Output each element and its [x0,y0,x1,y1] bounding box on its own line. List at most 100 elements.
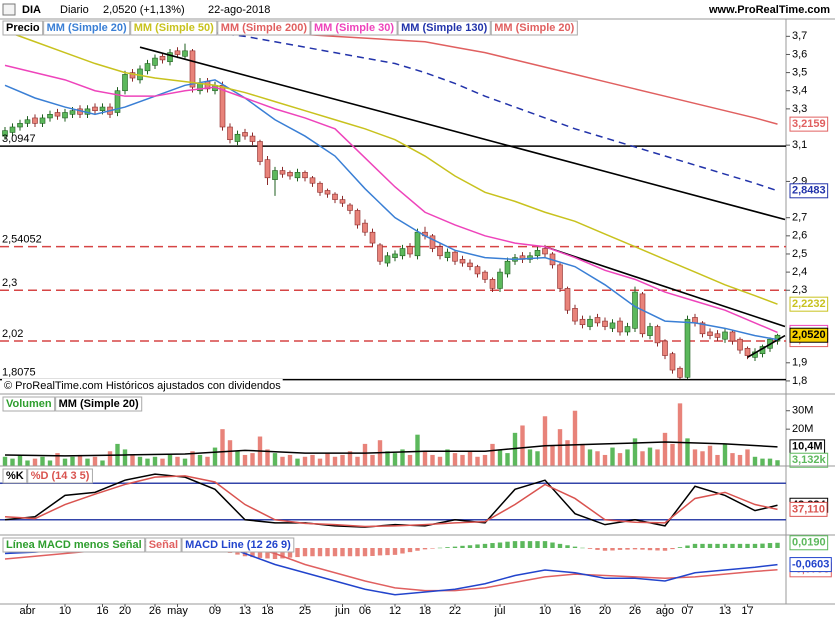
bar [625,548,630,550]
bar [205,456,210,466]
candle-body [24,119,31,124]
legend-label: MM (Simple 200) [221,22,308,34]
y-tick-label: 2,4 [792,266,807,278]
bar [730,453,735,466]
x-tick-label: 16 [96,605,108,617]
candle-body [459,259,466,264]
legend-label: MM (Simple 30) [314,22,394,34]
bar [587,449,593,466]
bar [295,548,300,558]
legend-label: %D (14 3 5) [31,470,90,482]
bar [512,432,518,466]
candle-body [324,190,331,195]
bar [175,456,180,466]
bar [70,456,75,466]
bar [250,548,255,558]
bar [325,548,330,557]
bar [557,543,563,548]
x-tick-label: ago [656,605,674,617]
bar [430,548,435,549]
legend-box [181,537,295,553]
legend-label: Volumen [6,398,52,410]
legend-box [2,537,146,553]
bar [167,454,173,466]
bar [595,548,600,550]
legend-box [55,396,143,412]
bar [280,456,285,466]
bar [745,543,750,548]
bar [460,545,465,548]
x-tick-label: jun [334,605,350,617]
x-tick-label: 17 [741,605,753,617]
candle-body [542,248,548,255]
bar [332,456,338,466]
legend-box [27,468,93,484]
bar [25,460,30,466]
bar [400,449,405,466]
candle-body [587,318,593,327]
bar [317,458,323,466]
bar [272,453,278,466]
level-label: 3,0947 [2,133,36,145]
legend-box [217,20,311,36]
legend-label: MACD Line (12 26 9) [185,539,291,551]
legend-label: Precio [6,22,40,34]
menu-icon[interactable] [2,3,16,16]
legend-label: MM (Simple 20) [59,398,139,410]
y-tick-label: 3,1 [792,139,807,151]
panel-plot [2,403,780,466]
bar [107,451,113,466]
candle-body [669,353,676,371]
x-tick-label: 18 [261,605,273,617]
bar [580,547,585,549]
bar [452,453,458,466]
bar [407,454,413,466]
bar [460,454,465,466]
candle-body [249,135,256,142]
candle-body [632,291,638,329]
bar [77,454,83,466]
bar [527,541,533,548]
bar [122,449,128,466]
series-line [214,31,778,192]
bar [430,454,435,466]
bar [145,458,150,466]
candle-body [744,347,751,356]
bar [287,548,293,558]
bar [182,458,188,466]
candle-body [429,235,436,249]
candle-body [234,133,241,142]
bar [10,458,15,466]
series-line [4,473,778,528]
bar [490,543,495,548]
bar [17,454,23,466]
candle-body [354,210,361,226]
bar [32,458,38,466]
bar [340,548,345,557]
level-label: 1,8075 [2,366,36,378]
bar [760,543,765,548]
bar [647,447,653,466]
x-tick-label: abr [20,605,36,617]
bar [475,544,480,548]
bar [572,546,578,548]
bar [610,548,615,551]
bar [392,453,398,466]
bar [347,451,353,466]
y-tick-label: 2,7 [792,212,807,224]
y-tick-label: 3,5 [792,67,807,79]
candle-body [272,170,278,180]
period: Diario [60,4,89,16]
candle-body [129,72,136,79]
candle-body [377,244,383,262]
candle-body [602,320,608,327]
bar [655,449,660,466]
legend-box [130,20,218,36]
panel-plot [0,30,786,381]
y-tick-label: 2,3 [792,284,807,296]
value-tag: 2,2232 [792,298,826,310]
bar [550,542,555,548]
candle-body [399,248,406,257]
bar [287,454,293,466]
